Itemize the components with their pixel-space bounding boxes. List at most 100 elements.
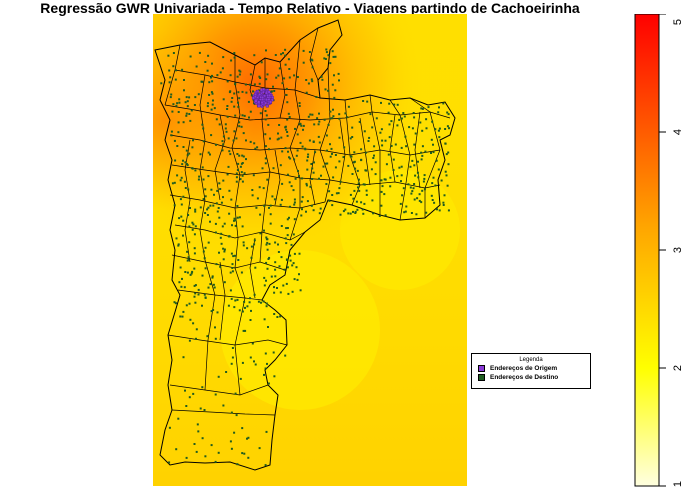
destination-point [424,150,427,153]
destination-point [243,300,246,303]
destination-point [264,110,267,112]
destination-point [281,182,284,185]
destination-point [265,49,267,52]
destination-point [209,204,212,207]
destination-point [403,211,406,214]
destination-point [306,156,309,158]
destination-point [174,302,177,305]
destination-point [182,195,185,198]
destination-point [379,131,382,134]
destination-point [383,178,386,181]
destination-point [287,58,290,61]
destination-point [299,289,302,292]
destination-point [305,79,308,81]
destination-point [270,275,273,278]
destination-point [258,82,261,85]
destination-point [204,455,207,458]
destination-point [194,284,197,287]
destination-point [253,83,256,86]
destination-point [265,430,268,433]
destination-point [342,210,345,213]
destination-point [274,275,277,278]
destination-point [188,152,191,155]
destination-point [171,182,174,185]
destination-points [160,48,450,467]
destination-point [405,145,408,148]
destination-point [267,123,270,126]
destination-point [422,180,425,183]
destination-point [414,132,417,135]
destination-point [390,144,393,147]
destination-point [220,242,223,245]
destination-point [206,335,209,338]
destination-point [358,120,361,123]
destination-point [442,102,445,105]
destination-point [384,214,387,217]
destination-point [440,179,443,182]
destination-point [230,198,233,201]
destination-point [260,301,262,304]
destination-point [188,96,191,99]
destination-point [366,100,369,103]
destination-point [306,200,309,203]
destination-point [287,150,289,153]
destination-point [211,275,214,278]
destination-point [219,236,222,239]
destination-point [285,94,288,96]
destination-point [327,124,330,126]
destination-point [360,201,363,204]
destination-point [282,52,284,55]
legend: Legenda Endereços de Origem Endereços de… [471,353,591,389]
destination-point [277,132,279,135]
destination-point [421,154,424,157]
destination-point [323,57,326,60]
destination-point [338,187,341,190]
destination-point [311,178,314,180]
destination-point [226,105,229,107]
destination-point [305,91,308,94]
destination-point [235,137,238,140]
destination-point [219,188,222,190]
destination-point [201,386,204,389]
destination-point [356,208,359,211]
destination-point [305,184,308,187]
destination-point [210,188,213,191]
destination-point [400,180,402,183]
destination-point [438,127,441,130]
destination-point [384,178,387,181]
destination-swatch [478,374,485,381]
destination-point [413,164,416,167]
destination-point [228,150,231,153]
destination-point [344,208,347,211]
destination-point [234,299,237,302]
destination-point [385,163,388,166]
destination-point [195,450,198,453]
destination-point [240,171,243,174]
destination-point [183,286,186,289]
destination-point [311,80,314,83]
destination-point [223,281,226,284]
destination-point [354,167,357,170]
origin-point [263,94,266,98]
destination-point [182,121,185,124]
destination-point [177,131,180,134]
destination-point [378,214,381,217]
destination-point [207,241,210,244]
destination-point [193,443,196,445]
destination-point [264,367,267,370]
destination-point [267,258,270,260]
destination-point [405,205,408,208]
destination-point [334,55,337,58]
destination-point [217,207,220,209]
destination-point [302,61,305,64]
destination-point [234,82,237,85]
destination-point [272,167,275,170]
destination-point [390,120,393,123]
destination-point [380,101,382,104]
destination-point [332,115,335,118]
destination-point [413,143,416,146]
destination-point [310,78,313,81]
destination-point [333,74,335,77]
destination-point [295,266,298,269]
destination-point [173,204,176,207]
